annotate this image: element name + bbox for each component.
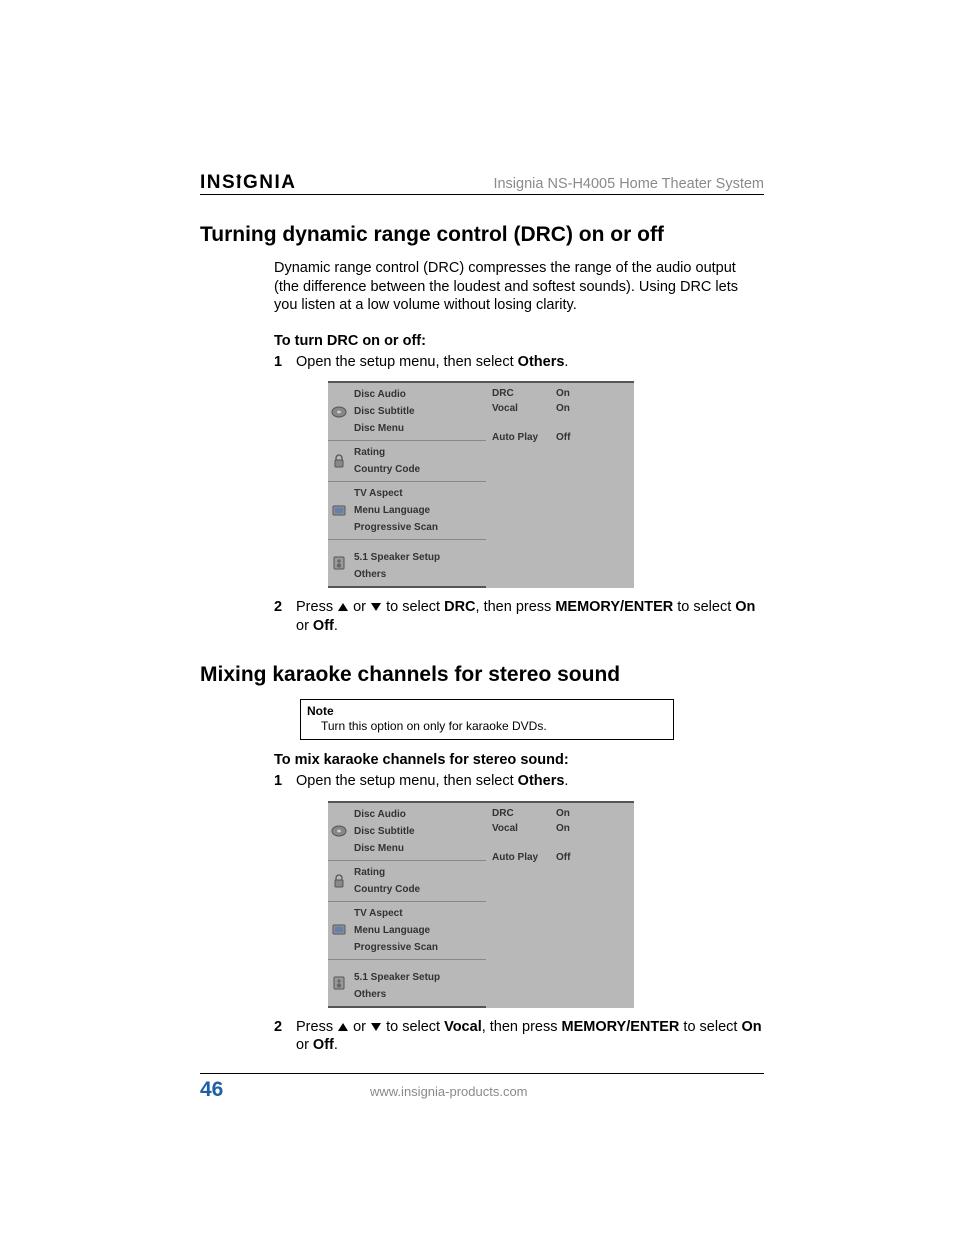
osd-menu-items: RatingCountry Code <box>350 441 486 481</box>
osd-setting-value: Off <box>556 852 570 863</box>
osd-menu-item: Menu Language <box>350 922 486 939</box>
osd-setting-value: On <box>556 808 570 819</box>
speaker-icon <box>328 540 350 586</box>
step-number: 1 <box>274 772 296 791</box>
product-name: Insignia NS-H4005 Home Theater System <box>493 176 764 192</box>
osd-menu-group: TV AspectMenu LanguageProgressive Scan <box>328 482 486 540</box>
section2-step1: 1 Open the setup menu, then select Other… <box>274 772 764 791</box>
osd-setting-row: DRCOn <box>492 807 628 822</box>
osd-setting-row: DRCOn <box>492 387 628 402</box>
tv-icon <box>328 482 350 539</box>
page-number: 46 <box>200 1078 370 1102</box>
brand-logo: INSIGNIA <box>200 172 296 194</box>
page-footer: 46 www.insignia-products.com <box>200 1073 764 1102</box>
page-header: INSIGNIA Insignia NS-H4005 Home Theater … <box>200 170 764 195</box>
osd-setting-label: Vocal <box>492 823 556 834</box>
osd-menu-item: Disc Audio <box>350 806 486 823</box>
osd-menu-right: DRCOnVocalOnAuto PlayOff <box>486 383 634 588</box>
osd-menu-items: 5.1 Speaker SetupOthers <box>350 960 486 1006</box>
step-text: Press or to select Vocal, then press MEM… <box>296 1018 764 1055</box>
section1-intro: Dynamic range control (DRC) compresses t… <box>274 259 764 315</box>
step-text: Press or to select DRC, then press MEMOR… <box>296 598 764 635</box>
osd-setting-row: VocalOn <box>492 402 628 417</box>
arrow-down-icon <box>371 1023 381 1031</box>
osd-setting-value: On <box>556 823 570 834</box>
osd-menu-items: TV AspectMenu LanguageProgressive Scan <box>350 482 486 539</box>
osd-menu-item: Disc Menu <box>350 420 486 437</box>
arrow-up-icon <box>338 1023 348 1031</box>
osd-menu-items: Disc AudioDisc SubtitleDisc Menu <box>350 803 486 860</box>
osd-menu-item: Rating <box>350 864 486 881</box>
osd-menu-figure-1: Disc AudioDisc SubtitleDisc MenuRatingCo… <box>328 381 634 588</box>
osd-setting-row: Auto PlayOff <box>492 431 628 446</box>
disc-icon <box>328 383 350 440</box>
osd-menu-group: RatingCountry Code <box>328 441 486 482</box>
osd-menu-group: TV AspectMenu LanguageProgressive Scan <box>328 902 486 960</box>
osd-setting-label: Auto Play <box>492 432 556 443</box>
section2-step2: 2 Press or to select Vocal, then press M… <box>274 1018 764 1055</box>
section2-task-head: To mix karaoke channels for stereo sound… <box>274 752 764 768</box>
osd-menu-item: Disc Menu <box>350 840 486 857</box>
osd-menu-item: 5.1 Speaker Setup <box>350 969 486 986</box>
osd-menu-left: Disc AudioDisc SubtitleDisc MenuRatingCo… <box>328 803 486 1008</box>
step-number: 2 <box>274 598 296 635</box>
disc-icon <box>328 803 350 860</box>
arrow-down-icon <box>371 603 381 611</box>
osd-menu-left: Disc AudioDisc SubtitleDisc MenuRatingCo… <box>328 383 486 588</box>
section1-title: Turning dynamic range control (DRC) on o… <box>200 223 764 247</box>
osd-menu-item: Progressive Scan <box>350 519 486 536</box>
osd-menu-item: 5.1 Speaker Setup <box>350 549 486 566</box>
osd-menu-item: Disc Audio <box>350 386 486 403</box>
osd-menu-group: RatingCountry Code <box>328 861 486 902</box>
osd-menu-figure-2: Disc AudioDisc SubtitleDisc MenuRatingCo… <box>328 801 634 1008</box>
tv-icon <box>328 902 350 959</box>
section2-title: Mixing karaoke channels for stereo sound <box>200 663 764 687</box>
osd-setting-value: On <box>556 388 570 399</box>
step-number: 1 <box>274 353 296 372</box>
note-box: Note Turn this option on only for karaok… <box>300 699 674 740</box>
osd-menu-group: 5.1 Speaker SetupOthers <box>328 540 486 588</box>
osd-menu-item: Country Code <box>350 881 486 898</box>
osd-menu-item: Rating <box>350 444 486 461</box>
osd-menu-item: Others <box>350 566 486 583</box>
section1-task-head: To turn DRC on or off: <box>274 333 764 349</box>
osd-menu-items: TV AspectMenu LanguageProgressive Scan <box>350 902 486 959</box>
note-body: Turn this option on only for karaoke DVD… <box>307 719 667 733</box>
osd-menu-item: TV Aspect <box>350 905 486 922</box>
osd-menu-item: Disc Subtitle <box>350 823 486 840</box>
osd-setting-row: VocalOn <box>492 822 628 837</box>
footer-url: www.insignia-products.com <box>370 1084 528 1099</box>
osd-menu-right: DRCOnVocalOnAuto PlayOff <box>486 803 634 1008</box>
speaker-icon <box>328 960 350 1006</box>
osd-menu-item: Others <box>350 986 486 1003</box>
osd-setting-row: Auto PlayOff <box>492 851 628 866</box>
osd-menu-group: 5.1 Speaker SetupOthers <box>328 960 486 1008</box>
lock-icon <box>328 441 350 481</box>
osd-menu-item: Country Code <box>350 461 486 478</box>
step-text: Open the setup menu, then select Others. <box>296 353 764 372</box>
osd-setting-label: DRC <box>492 388 556 399</box>
osd-setting-label: DRC <box>492 808 556 819</box>
osd-setting-label: Auto Play <box>492 852 556 863</box>
step-number: 2 <box>274 1018 296 1055</box>
osd-menu-item: Menu Language <box>350 502 486 519</box>
osd-menu-group: Disc AudioDisc SubtitleDisc Menu <box>328 803 486 861</box>
lock-icon <box>328 861 350 901</box>
osd-menu-item: Disc Subtitle <box>350 403 486 420</box>
osd-setting-value: On <box>556 403 570 414</box>
osd-menu-items: RatingCountry Code <box>350 861 486 901</box>
osd-menu-items: Disc AudioDisc SubtitleDisc Menu <box>350 383 486 440</box>
osd-setting-label: Vocal <box>492 403 556 414</box>
section1-step2: 2 Press or to select DRC, then press MEM… <box>274 598 764 635</box>
step-text: Open the setup menu, then select Others. <box>296 772 764 791</box>
osd-menu-items: 5.1 Speaker SetupOthers <box>350 540 486 586</box>
section1-step1: 1 Open the setup menu, then select Other… <box>274 353 764 372</box>
osd-menu-group: Disc AudioDisc SubtitleDisc Menu <box>328 383 486 441</box>
osd-menu-item: TV Aspect <box>350 485 486 502</box>
osd-menu-item: Progressive Scan <box>350 939 486 956</box>
osd-setting-value: Off <box>556 432 570 443</box>
arrow-up-icon <box>338 603 348 611</box>
note-title: Note <box>307 704 667 718</box>
